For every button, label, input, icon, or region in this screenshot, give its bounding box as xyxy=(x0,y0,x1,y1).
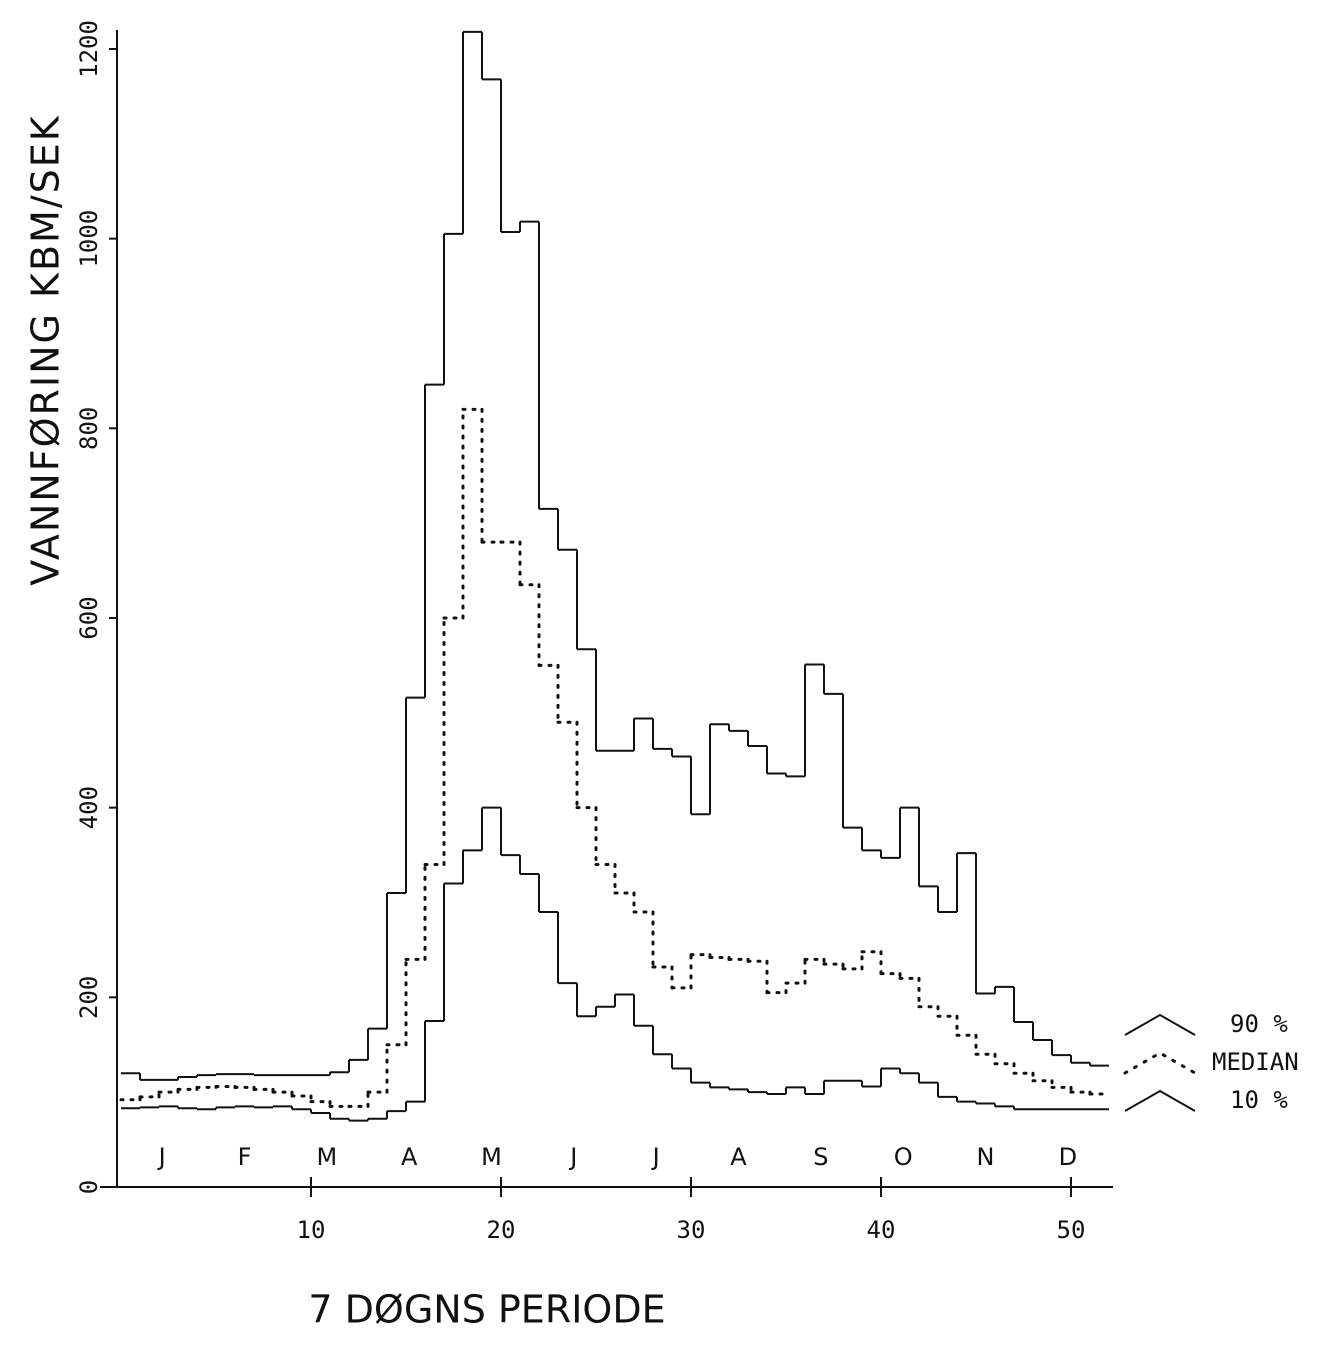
legend-symbol xyxy=(1123,1051,1197,1075)
x-tick-label: 30 xyxy=(677,1216,706,1244)
month-label: O xyxy=(894,1143,913,1171)
month-label: J xyxy=(157,1143,166,1171)
legend-label: MEDIAN xyxy=(1212,1048,1299,1076)
x-axis-label: 7 DØGNS PERIODE xyxy=(308,1288,665,1332)
month-label: M xyxy=(316,1143,337,1171)
month-label: A xyxy=(730,1143,747,1171)
y-tick-label: 1200 xyxy=(75,20,103,78)
y-tick-label: 200 xyxy=(75,976,103,1019)
month-label: N xyxy=(977,1143,995,1171)
y-tick-label: 400 xyxy=(75,786,103,829)
month-label: F xyxy=(238,1143,252,1171)
x-tick-label: 10 xyxy=(297,1216,326,1244)
legend-label: 90 % xyxy=(1230,1010,1288,1038)
month-label: A xyxy=(401,1143,418,1171)
y-tick-label: 600 xyxy=(75,596,103,639)
y-axis-label: VANNFØRING KBM/SEK xyxy=(24,114,68,585)
y-tick-label: 1000 xyxy=(75,210,103,268)
y-tick-label: 800 xyxy=(75,407,103,450)
x-tick-label: 40 xyxy=(867,1216,896,1244)
month-label: J xyxy=(651,1143,660,1171)
legend-label: 10 % xyxy=(1230,1086,1288,1114)
x-tick-label: 50 xyxy=(1057,1216,1086,1244)
month-label: S xyxy=(813,1143,828,1171)
month-label: J xyxy=(568,1143,577,1171)
legend-symbol xyxy=(1124,1089,1196,1112)
month-label: M xyxy=(481,1143,502,1171)
y-tick-label: 0 xyxy=(75,1180,103,1194)
x-tick-label: 20 xyxy=(487,1216,516,1244)
month-label: D xyxy=(1059,1143,1077,1171)
legend-symbol xyxy=(1124,1013,1196,1036)
